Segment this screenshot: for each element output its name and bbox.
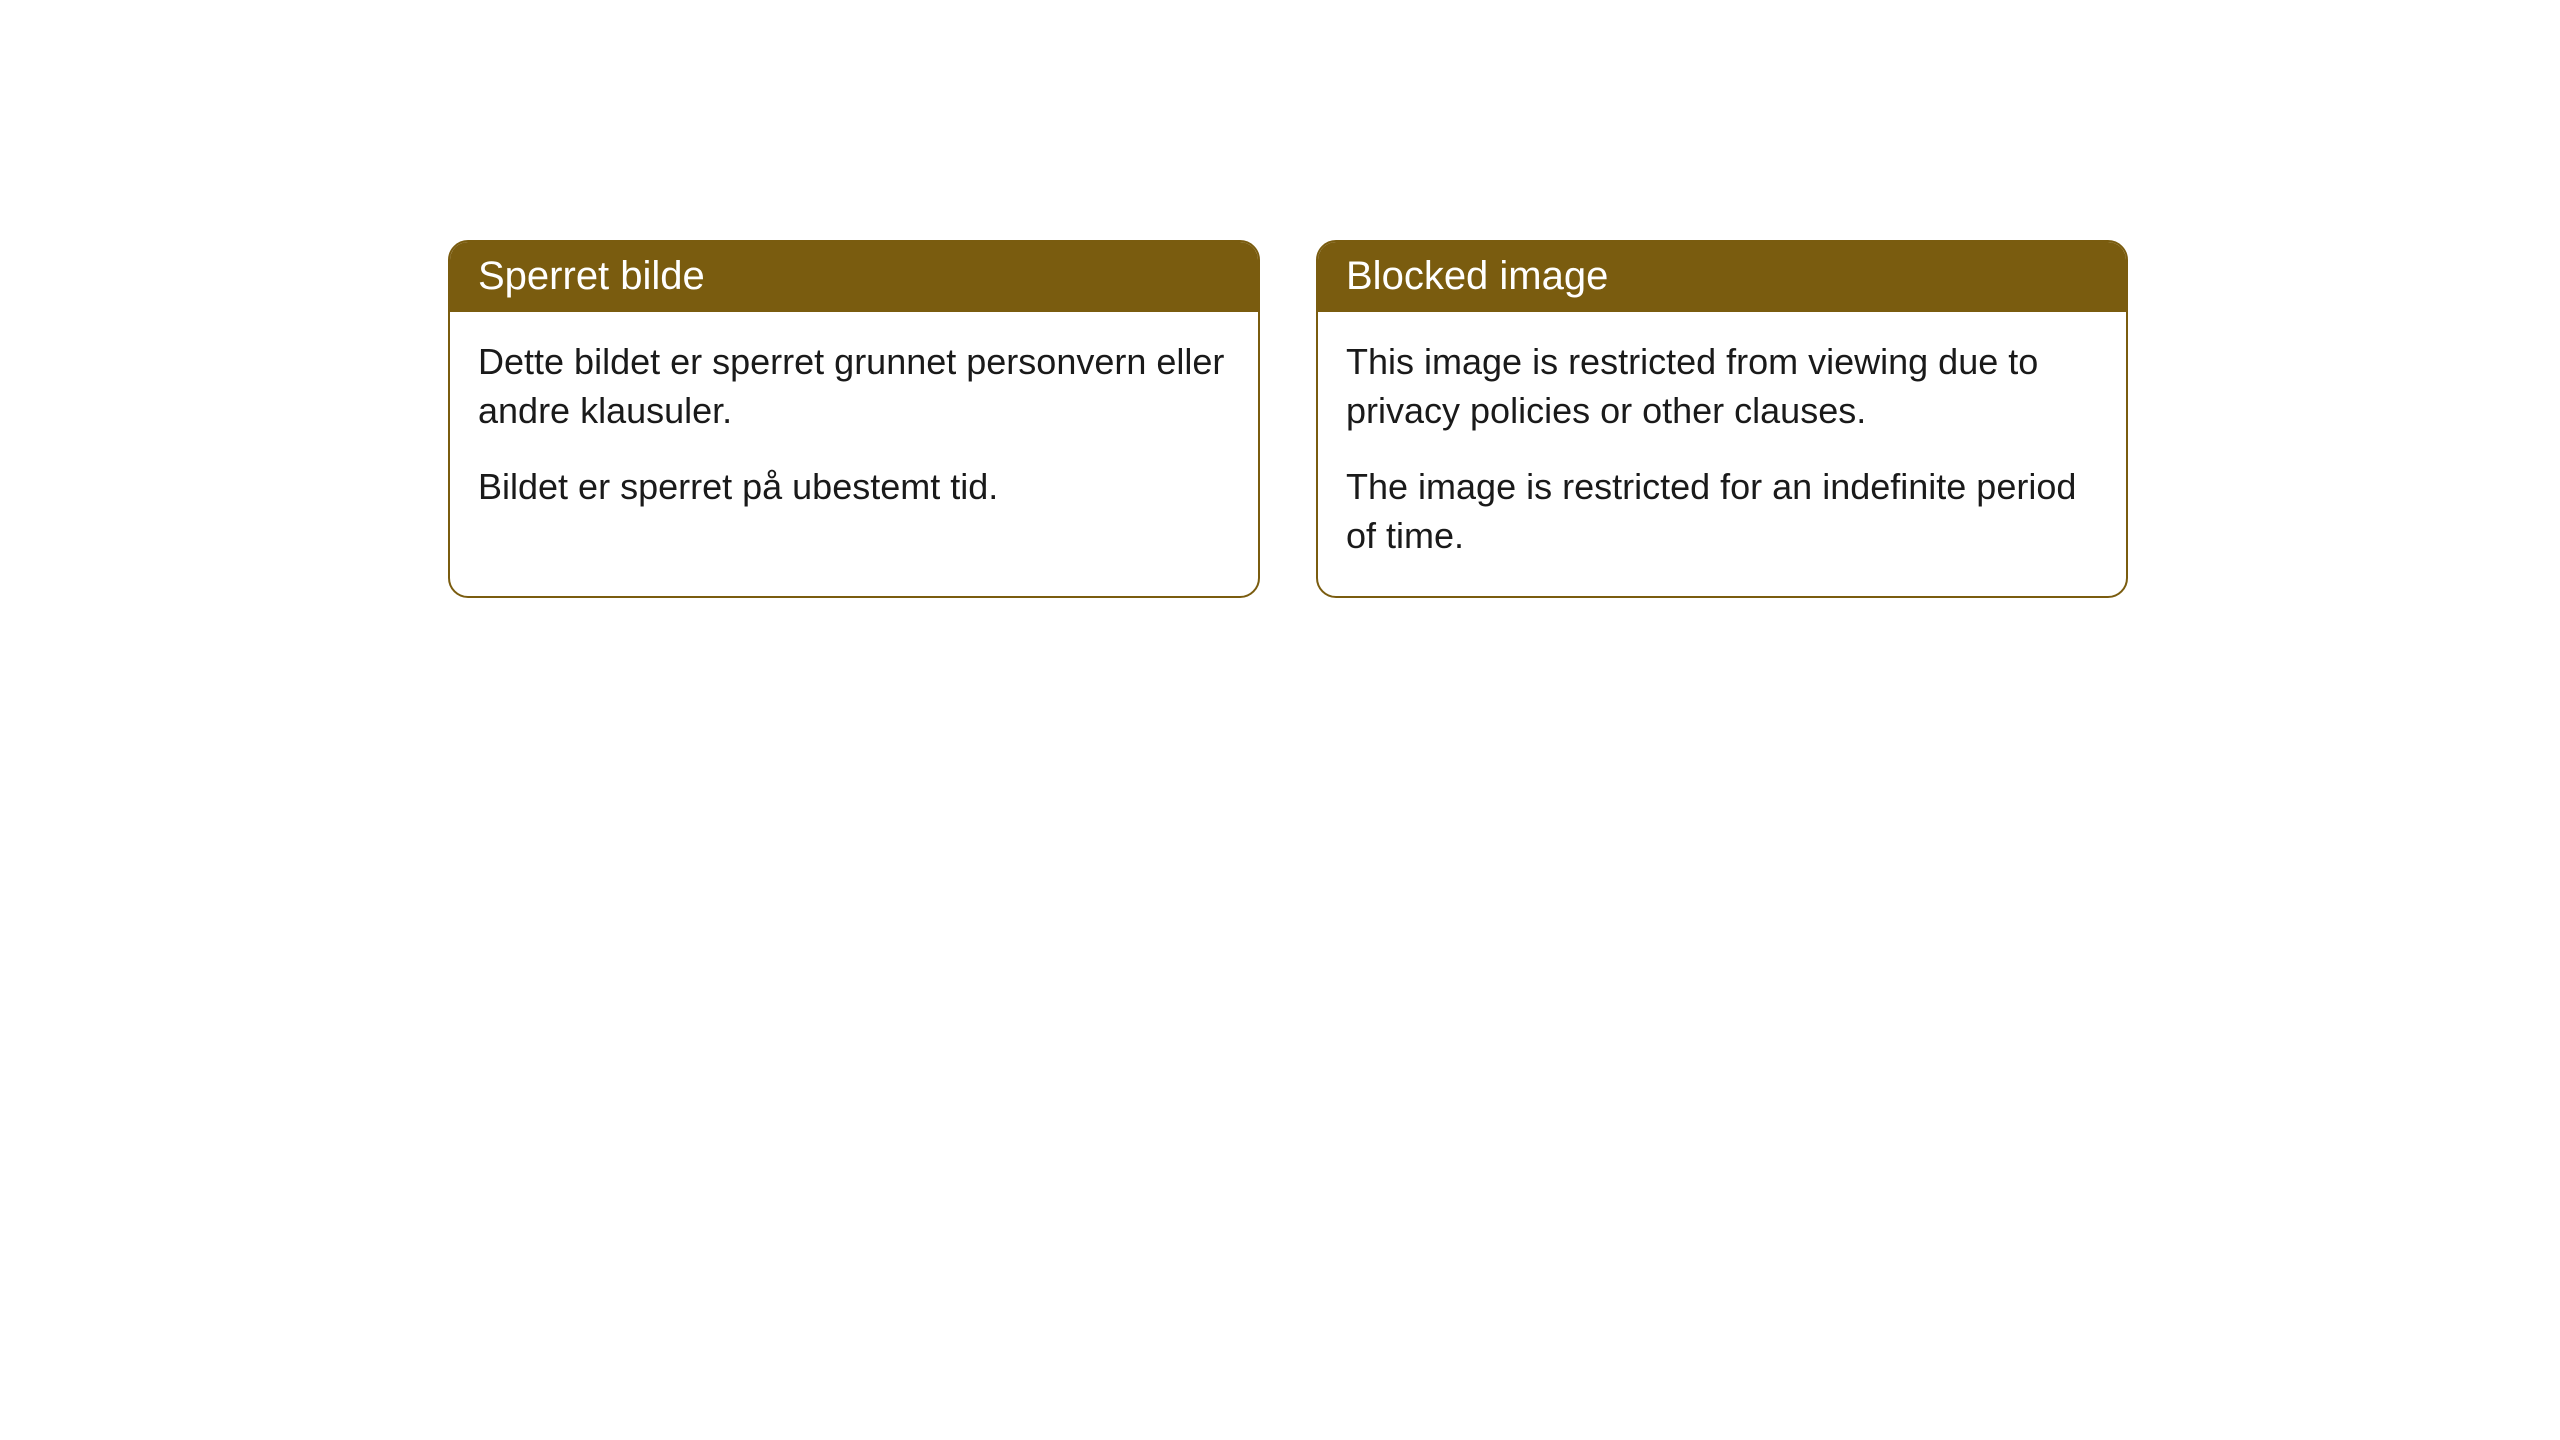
- card-paragraph-1: This image is restricted from viewing du…: [1346, 338, 2098, 435]
- card-paragraph-2: The image is restricted for an indefinit…: [1346, 463, 2098, 560]
- card-paragraph-1: Dette bildet er sperret grunnet personve…: [478, 338, 1230, 435]
- blocked-image-card-norwegian: Sperret bilde Dette bildet er sperret gr…: [448, 240, 1260, 598]
- card-paragraph-2: Bildet er sperret på ubestemt tid.: [478, 463, 1230, 512]
- card-title: Blocked image: [1346, 254, 1608, 298]
- card-header: Sperret bilde: [450, 242, 1258, 312]
- card-body: Dette bildet er sperret grunnet personve…: [450, 312, 1258, 548]
- card-header: Blocked image: [1318, 242, 2126, 312]
- cards-container: Sperret bilde Dette bildet er sperret gr…: [0, 0, 2560, 598]
- card-title: Sperret bilde: [478, 254, 705, 298]
- card-body: This image is restricted from viewing du…: [1318, 312, 2126, 596]
- blocked-image-card-english: Blocked image This image is restricted f…: [1316, 240, 2128, 598]
